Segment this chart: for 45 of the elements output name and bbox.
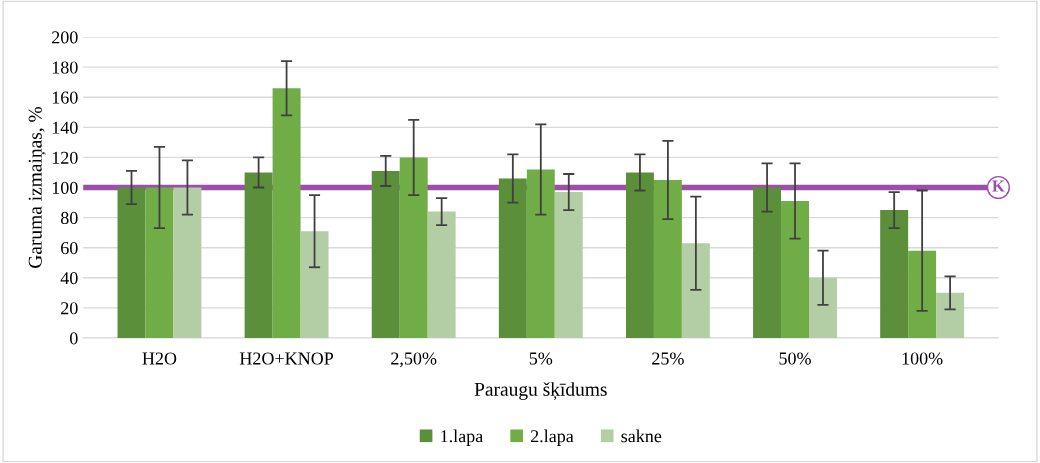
bar [272, 88, 301, 338]
bar [880, 210, 909, 338]
y-tick-label: 60 [61, 241, 78, 255]
bar [371, 170, 400, 338]
y-tick-label: 180 [52, 61, 78, 74]
y-tick-label: 20 [61, 302, 78, 315]
bar [936, 292, 965, 338]
bar [399, 157, 428, 338]
x-tick-label: 5% [529, 352, 553, 365]
bar [145, 187, 174, 338]
bar [526, 169, 555, 338]
bar [625, 172, 654, 338]
ref-line-label: K [992, 180, 1005, 192]
y-tick-label: 100 [52, 181, 78, 194]
bar [681, 243, 710, 338]
legend-label: sakne [621, 429, 662, 443]
bar [300, 231, 329, 338]
bar [908, 250, 937, 338]
x-tick-label: H2O+KNOP [239, 352, 334, 365]
y-tick-label: 140 [52, 121, 78, 134]
x-tick-label: H2O [142, 352, 177, 365]
x-tick-label: 100% [902, 352, 943, 365]
bar [653, 179, 682, 338]
y-tick-label: 120 [52, 151, 78, 164]
x-tick-label: 25% [652, 352, 684, 365]
legend-label: 1.lapa [441, 429, 483, 446]
bar [809, 277, 837, 338]
y-tick-label: 40 [60, 272, 78, 285]
bar [781, 201, 809, 338]
bar [244, 172, 273, 338]
y-tick-label: 80 [60, 211, 78, 225]
bar [427, 211, 456, 338]
y-axis-title: Garuma izmaiņas, % [28, 106, 46, 268]
bar [117, 187, 146, 338]
y-tick-label: 200 [52, 31, 78, 44]
bar [498, 178, 527, 338]
y-tick-label: 160 [52, 91, 78, 104]
x-axis-title: Paraugu šķīdums [474, 382, 607, 400]
legend-label: 2.lapa [530, 429, 574, 446]
y-tick-label: 0 [70, 332, 78, 345]
x-tick-label: 50% [779, 352, 811, 365]
bar [173, 187, 202, 338]
bar [554, 192, 583, 338]
x-tick-label: 2,50% [391, 352, 437, 368]
bar [753, 187, 782, 338]
